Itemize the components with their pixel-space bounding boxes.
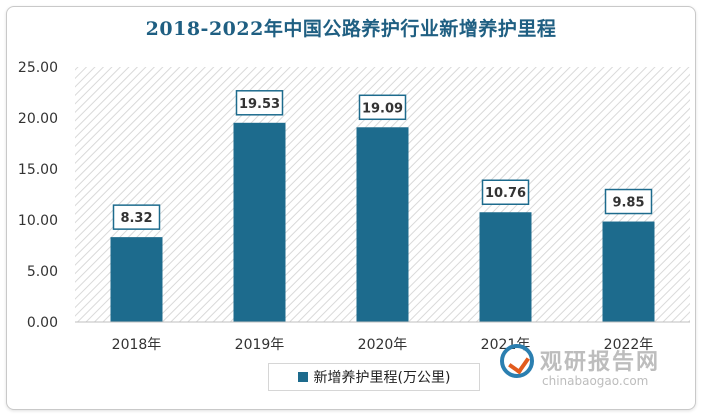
bar (356, 127, 409, 322)
legend-label: 新增养护里程(万公里) (313, 370, 451, 386)
x-tick-label: 2018年 (112, 337, 162, 353)
bar (233, 122, 286, 322)
bar (602, 221, 655, 322)
data-label-box (358, 94, 407, 121)
watermark-name: 观研报告网 (540, 350, 661, 375)
data-label-box (235, 90, 284, 116)
data-label-box (604, 188, 653, 215)
bar (110, 237, 163, 322)
x-tick-label: 2019年 (235, 337, 285, 353)
legend-swatch (297, 372, 308, 382)
x-tick-label: 2022年 (604, 337, 654, 353)
data-label: 19.53 (239, 97, 280, 112)
data-label-box (481, 179, 530, 205)
bar (479, 212, 532, 322)
y-tick-label: 25.00 (18, 60, 58, 76)
data-label: 19.09 (362, 101, 403, 116)
y-tick-label: 10.00 (18, 213, 58, 229)
legend: 新增养护里程(万公里) (268, 363, 480, 391)
chart-title: 2018-2022年中国公路养护行业新增养护里程 (145, 18, 557, 40)
y-tick-label: 20.00 (18, 111, 58, 127)
data-label: 8.32 (120, 211, 152, 226)
watermark-logo-icon (500, 344, 534, 378)
data-label: 9.85 (612, 196, 644, 211)
watermark-url: chinabaogao.com (542, 374, 649, 388)
data-label-box (112, 204, 161, 230)
y-tick-label: 5.00 (27, 264, 58, 280)
data-label: 10.76 (485, 186, 526, 201)
y-tick-label: 15.00 (18, 162, 58, 178)
watermark: 观研报告网 chinabaogao.com (500, 342, 690, 394)
y-tick-label: 0.00 (27, 315, 58, 331)
x-tick-label: 2020年 (358, 337, 408, 353)
